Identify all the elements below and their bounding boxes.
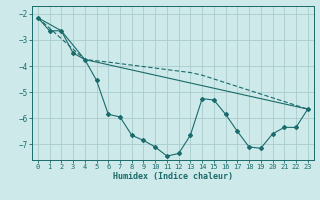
X-axis label: Humidex (Indice chaleur): Humidex (Indice chaleur): [113, 172, 233, 181]
